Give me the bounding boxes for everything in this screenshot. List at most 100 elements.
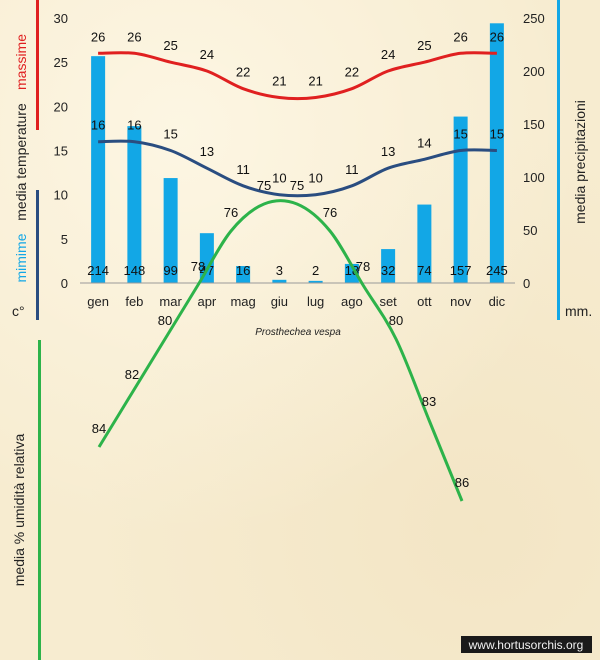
min-temperature-value-label: 10 [308, 171, 322, 186]
min-temperature-axis-title: mimime [13, 233, 29, 282]
min-temperature-value-label: 15 [490, 127, 504, 142]
min-temperature-value-label: 16 [91, 118, 105, 133]
precipitation-bar [417, 204, 432, 283]
precipitation-bar [199, 233, 214, 283]
max-temperature-axis-title: massime [13, 34, 29, 90]
month-label: mar [159, 294, 182, 309]
right-axis-tick-label: 50 [523, 223, 537, 238]
precipitation-value-label: 16 [236, 263, 250, 278]
right-axis-tick-label: 250 [523, 11, 545, 26]
month-label: nov [450, 294, 471, 309]
right-axis-tick-label: 100 [523, 170, 545, 185]
min-temperature-value-label: 10 [272, 171, 286, 186]
humidity-axis-bar [38, 340, 41, 660]
max-temperature-value-label: 22 [345, 65, 359, 80]
humidity-value-label: 76 [224, 205, 238, 220]
month-label: feb [125, 294, 143, 309]
max-temperature-value-label: 26 [490, 29, 504, 44]
precipitation-value-label: 2 [312, 263, 319, 278]
min-temperature-value-label: 16 [127, 118, 141, 133]
max-temperature-value-label: 25 [417, 38, 431, 53]
month-label: ott [417, 294, 432, 309]
precipitation-bar [453, 116, 468, 283]
month-label: dic [489, 294, 506, 309]
month-label: ago [341, 294, 363, 309]
watermark-background [461, 636, 592, 653]
precipitation-bar [344, 263, 359, 283]
precipitation-axis-bar [557, 0, 560, 320]
precipitation-axis-title: media precipitazioni [572, 100, 588, 224]
precipitation-value-label: 214 [87, 263, 109, 278]
max-temperature-value-label: 25 [163, 38, 177, 53]
humidity-value-label: 78 [356, 259, 370, 274]
humidity-value-label: 82 [125, 367, 139, 382]
month-label: lug [307, 294, 324, 309]
max-temperature-value-label: 26 [453, 29, 467, 44]
max-temperature-value-label: 26 [91, 29, 105, 44]
humidity-value-label: 86 [455, 475, 469, 490]
max-temperature-value-label: 24 [381, 47, 395, 62]
precipitation-bar [91, 56, 106, 283]
left-axis-tick-label: 5 [61, 232, 68, 247]
precipitation-bar [308, 280, 323, 283]
humidity-value-label: 80 [389, 313, 403, 328]
right-axis-tick-label: 0 [523, 276, 530, 291]
month-label: set [379, 294, 397, 309]
min-temperature-value-label: 11 [236, 162, 250, 177]
min-temperature-value-label: 13 [200, 144, 214, 159]
humidity-axis-title: media % umidità relativa [11, 434, 27, 587]
left-axis-tick-label: 30 [54, 11, 68, 26]
min-temperature-axis-bar [36, 190, 39, 320]
max-temperature-value-label: 24 [200, 47, 214, 62]
humidity-value-label: 84 [92, 421, 106, 436]
month-label: mag [230, 294, 255, 309]
precipitation-value-label: 3 [276, 263, 283, 278]
precipitation-bar [381, 249, 396, 283]
precipitation-value-label: 148 [124, 263, 146, 278]
max-temperature-line [98, 51, 497, 101]
left-axis-tick-label: 25 [54, 55, 68, 70]
left-axis-tick-label: 10 [54, 188, 68, 203]
month-label: giu [271, 294, 288, 309]
precipitation-bar [163, 178, 178, 283]
humidity-value-label: 75 [257, 178, 271, 193]
precipitation-value-label: 245 [486, 263, 508, 278]
humidity-value-label: 80 [158, 313, 172, 328]
min-temperature-value-label: 14 [417, 135, 431, 150]
precipitation-bar [236, 266, 251, 283]
left-axis-tick-label: 15 [54, 144, 68, 159]
humidity-value-label: 76 [323, 205, 337, 220]
humidity-value-label: 83 [422, 394, 436, 409]
precipitation-unit-label: mm. [565, 303, 592, 319]
month-label: apr [197, 294, 216, 309]
species-name: Prosthechea vespa [255, 327, 341, 338]
min-temperature-value-label: 15 [163, 127, 177, 142]
min-temperature-value-label: 11 [345, 162, 359, 177]
precipitation-bar [127, 126, 142, 284]
right-axis-tick-label: 150 [523, 117, 545, 132]
watermark-text: www.hortusorchis.org [468, 638, 584, 652]
month-label: gen [87, 294, 109, 309]
precipitation-value-label: 32 [381, 263, 395, 278]
min-temperature-value-label: 15 [453, 127, 467, 142]
precipitation-value-label: 74 [417, 263, 431, 278]
right-axis-tick-label: 200 [523, 64, 545, 79]
humidity-value-label: 78 [191, 259, 205, 274]
humidity-value-label: 75 [290, 178, 304, 193]
max-temperature-value-label: 21 [272, 74, 286, 89]
humidity-line [97, 199, 464, 502]
left-axis-tick-label: 20 [54, 99, 68, 114]
max-temperature-axis-bar [36, 0, 39, 130]
min-temperature-line [98, 139, 497, 198]
min-temperature-value-label: 13 [381, 144, 395, 159]
precipitation-bar [489, 23, 504, 284]
max-temperature-value-label: 26 [127, 29, 141, 44]
precipitation-value-label: 99 [163, 263, 177, 278]
precipitation-value-label: 157 [450, 263, 472, 278]
temperature-unit-label: c° [12, 303, 25, 319]
precipitation-bar [272, 279, 287, 283]
max-temperature-value-label: 21 [308, 74, 322, 89]
left-axis-tick-label: 0 [61, 276, 68, 291]
temperature-axis-title: media temperature [13, 103, 29, 221]
